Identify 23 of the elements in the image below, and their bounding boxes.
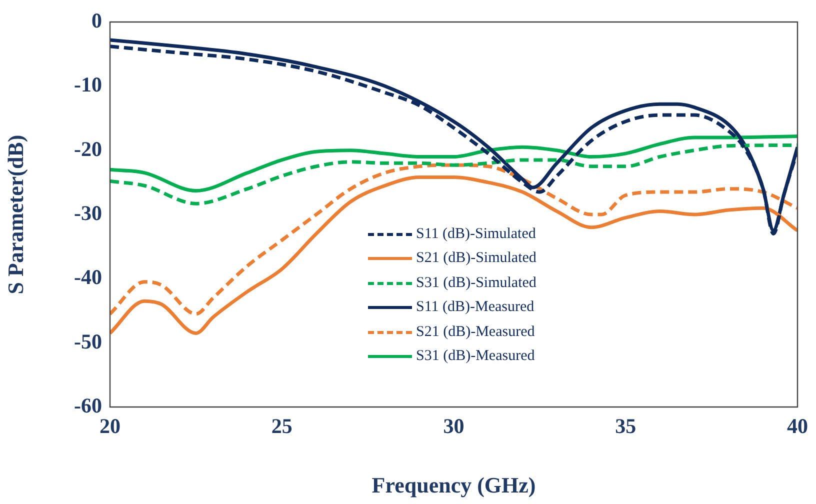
y-axis-title: S Parameter(dB) (2, 134, 28, 294)
x-axis-title: Frequency (GHz) (372, 472, 536, 498)
x-tick-label: 40 (787, 414, 808, 438)
x-tick-label: 25 (271, 414, 292, 438)
legend-label: S11 (dB)-Simulated (416, 226, 536, 243)
legend-label: S31 (dB)-Simulated (416, 274, 536, 292)
y-tick-label: -40 (74, 265, 102, 290)
x-tick-label: 20 (100, 414, 120, 438)
y-tick-label: -10 (74, 72, 102, 97)
line-series (110, 143, 798, 206)
y-tick-label: -50 (74, 329, 102, 354)
x-tick-label: 35 (615, 414, 636, 438)
line-series (110, 134, 798, 193)
y-tick-label: 0 (92, 8, 102, 32)
y-tick-label: -20 (74, 136, 102, 161)
y-tick-label: -60 (74, 393, 102, 418)
legend-label: S31 (dB)-Measured (416, 348, 535, 366)
legend-label: S21 (dB)-Measured (416, 324, 535, 341)
legend-label: S21 (dB)-Simulated (416, 250, 536, 268)
legend-label: S11 (dB)-Measured (416, 299, 534, 316)
line-series (110, 163, 798, 316)
x-tick-label: 30 (443, 414, 464, 438)
y-tick-label: -30 (74, 200, 102, 225)
